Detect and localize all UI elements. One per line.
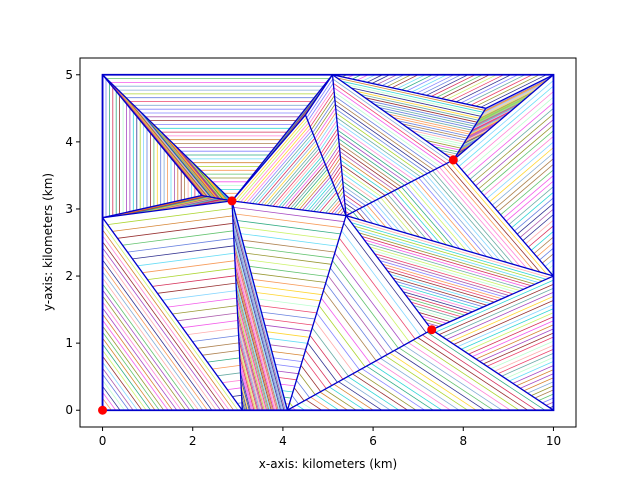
y-tick-label: 2 <box>65 269 73 283</box>
y-tick-label: 3 <box>65 202 73 216</box>
highlight-point <box>98 406 107 415</box>
x-tick-label: 2 <box>189 434 197 448</box>
y-axis-label: y-axis: kilometers (km) <box>41 173 55 311</box>
highlight-point <box>449 155 458 164</box>
y-tick-label: 5 <box>65 68 73 82</box>
highlight-point <box>427 325 436 334</box>
y-tick-label: 1 <box>65 336 73 350</box>
x-tick-label: 8 <box>459 434 467 448</box>
x-tick-label: 0 <box>99 434 107 448</box>
y-tick-label: 4 <box>65 135 73 149</box>
x-tick-label: 4 <box>279 434 287 448</box>
x-axis-label: x-axis: kilometers (km) <box>259 457 397 471</box>
y-tick-label: 0 <box>65 403 73 417</box>
x-tick-label: 6 <box>369 434 377 448</box>
highlight-point <box>227 196 236 205</box>
x-tick-label: 10 <box>546 434 561 448</box>
